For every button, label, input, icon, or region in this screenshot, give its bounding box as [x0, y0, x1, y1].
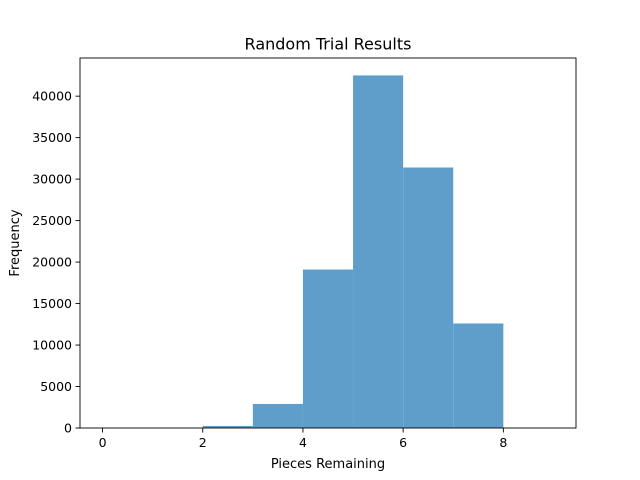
y-tick-label-4: 20000	[32, 255, 72, 270]
x-axis-label: Pieces Remaining	[271, 457, 385, 472]
y-tick-label-3: 15000	[32, 296, 72, 311]
histogram-bar-4	[302, 269, 354, 428]
y-tick-label-2: 10000	[32, 338, 72, 353]
bars-group	[202, 75, 504, 429]
histogram-bar-5	[353, 75, 404, 429]
y-tick-label-8: 40000	[32, 89, 72, 104]
x-tick-label-4: 8	[499, 435, 507, 450]
y-tick-label-1: 5000	[40, 379, 72, 394]
plot-frame	[79, 57, 577, 429]
y-tick-label-5: 25000	[32, 213, 72, 228]
y-axis-ticks: 0 5000 10000 15000 20000 25000 30000 35000 40000	[32, 89, 80, 436]
x-tick-label-2: 4	[299, 435, 307, 450]
y-tick-label-0: 0	[64, 421, 72, 436]
x-axis-ticks: 0 2 4 6 8	[99, 428, 507, 450]
y-tick-label-7: 35000	[32, 130, 72, 145]
x-tick-label-1: 2	[199, 435, 207, 450]
y-tick-label-6: 30000	[32, 172, 72, 187]
histogram-bar-6	[403, 167, 454, 428]
chart-title: Random Trial Results	[245, 35, 412, 54]
x-tick-label-0: 0	[99, 435, 107, 450]
histogram-bar-7	[453, 323, 504, 428]
histogram-bar-2	[202, 425, 253, 428]
y-axis-label: Frequency	[8, 209, 23, 276]
x-tick-label-3: 6	[399, 435, 407, 450]
histogram-bar-3	[252, 403, 303, 428]
